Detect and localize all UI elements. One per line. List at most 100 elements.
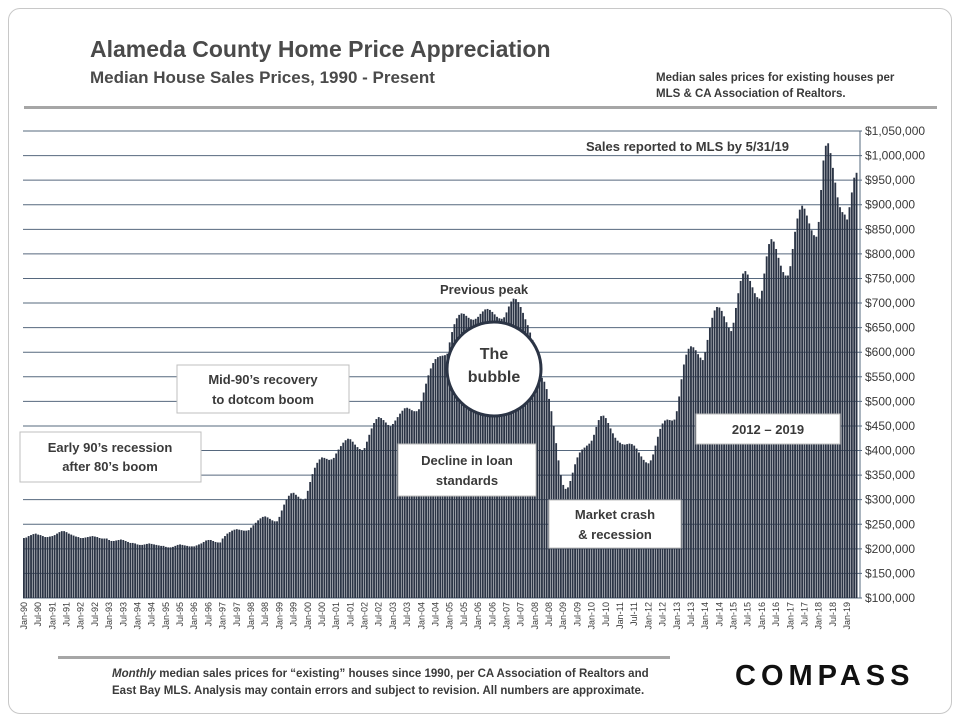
price-bar [318, 459, 321, 598]
price-bar [685, 354, 688, 598]
x-tick-label: Jan-16 [757, 602, 767, 630]
x-axis-ticks: Jan-90 Jul-90 Jan-91 Jul-91 Jan-92 Jul-92 Jan-… [19, 602, 852, 630]
price-bar [846, 219, 849, 599]
price-bar [219, 542, 222, 598]
price-bar [725, 322, 728, 598]
y-tick-label: $950,000 [865, 173, 915, 187]
price-bar [387, 424, 390, 598]
early-90s-line1: Early 90’s recession [48, 440, 173, 455]
price-bar [221, 538, 224, 598]
price-bar [278, 516, 281, 598]
y-tick-label: $300,000 [865, 493, 915, 507]
price-bar [737, 293, 740, 598]
price-bar [63, 531, 66, 598]
price-bar [841, 212, 844, 599]
price-bar [155, 544, 158, 598]
price-bar [727, 327, 730, 598]
price-bar [117, 539, 120, 598]
price-bar [176, 544, 179, 598]
x-tick-label: Jul-96 [203, 602, 213, 627]
price-bar [53, 535, 56, 598]
price-bar [186, 545, 189, 598]
x-tick-label: Jul-17 [800, 602, 810, 627]
x-tick-label: Jan-98 [246, 602, 256, 630]
price-bar [49, 536, 51, 598]
price-bar [254, 522, 257, 598]
price-bar [269, 518, 271, 598]
x-tick-label: Jul-09 [572, 602, 582, 627]
price-bar [58, 532, 61, 598]
sales-reported-label: Sales reported to MLS by 5/31/19 [586, 139, 789, 154]
price-bar [112, 540, 115, 598]
price-bar [337, 449, 340, 598]
price-bar [297, 496, 300, 598]
y-tick-label: $350,000 [865, 468, 915, 482]
price-bar [420, 401, 423, 598]
crash-line1: Market crash [575, 507, 655, 522]
x-tick-label: Jul-92 [90, 602, 100, 627]
x-tick-label: Jul-05 [459, 602, 469, 627]
x-tick-label: Jul-99 [289, 602, 299, 627]
y-tick-label: $500,000 [865, 394, 915, 408]
x-tick-label: Jul-14 [714, 602, 724, 627]
price-bar [399, 413, 401, 598]
price-bar [179, 544, 181, 598]
price-bar [295, 494, 297, 598]
early-90s-callout: Early 90’s recession after 80’s boom [19, 431, 202, 483]
price-bar [349, 439, 352, 598]
price-bar [108, 539, 111, 598]
mid-90s-callout: Mid-90’s recovery to dotcom boom [176, 364, 350, 414]
price-bar [732, 322, 735, 598]
price-bar [82, 538, 84, 598]
price-bar [328, 459, 330, 598]
price-bar [212, 540, 215, 598]
price-bar [316, 462, 319, 598]
price-bar [299, 498, 302, 598]
price-bar [141, 544, 144, 598]
price-bar [363, 448, 366, 598]
price-bar [231, 530, 234, 598]
price-bar [713, 310, 716, 598]
x-tick-label: Jan-18 [814, 602, 824, 630]
price-bar [181, 544, 184, 598]
header-divider [24, 106, 937, 109]
price-bar [138, 544, 141, 598]
price-bar [169, 547, 172, 598]
bubble-callout: The bubble [445, 320, 543, 418]
decline-box [397, 443, 537, 497]
price-bar [311, 474, 314, 598]
x-tick-label: Jan-14 [700, 602, 710, 630]
x-tick-label: Jan-96 [189, 602, 199, 630]
price-bar [711, 317, 714, 598]
price-bar [384, 422, 387, 598]
price-bar [188, 546, 191, 598]
price-bar [704, 352, 707, 598]
price-bar [678, 396, 681, 598]
price-bar [110, 540, 113, 598]
x-tick-label: Jan-97 [218, 602, 228, 630]
price-bar [153, 544, 155, 598]
price-bar [356, 447, 359, 598]
price-bar [396, 417, 399, 598]
x-tick-label: Jan-05 [445, 602, 455, 630]
x-tick-label: Jul-13 [686, 602, 696, 627]
price-bar [238, 529, 241, 598]
price-bar [347, 438, 349, 598]
price-bar [160, 545, 163, 598]
price-bar [79, 538, 82, 598]
x-tick-label: Jan-17 [785, 602, 795, 630]
previous-peak-label: Previous peak [440, 282, 529, 297]
x-tick-label: Jan-04 [416, 602, 426, 630]
price-bar [129, 542, 132, 598]
x-tick-label: Jan-07 [502, 602, 512, 630]
price-bar [694, 350, 697, 598]
price-bar [240, 530, 243, 598]
price-bar [143, 544, 146, 598]
x-tick-label: Jul-97 [232, 602, 242, 627]
price-bar [758, 298, 761, 598]
price-bar [827, 143, 830, 599]
x-tick-label: Jan-99 [274, 602, 284, 630]
price-bar [354, 444, 357, 598]
price-bar [682, 364, 685, 598]
